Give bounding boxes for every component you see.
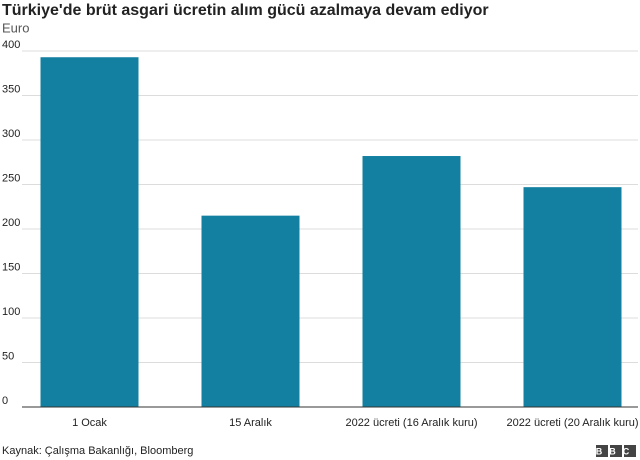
bar [362,156,461,407]
y-tick-label: 0 [2,395,8,407]
chart-subtitle: Euro [2,20,29,35]
y-tick-label: 350 [2,83,20,95]
logo-text: BBC [596,446,637,456]
y-tick-label: 200 [2,217,20,229]
bar [201,215,300,407]
y-tick-label: 50 [2,350,14,362]
bar [40,57,139,407]
y-tick-label: 150 [2,261,20,273]
x-tick-label: 1 Ocak [72,417,107,429]
y-tick-label: 250 [2,172,20,184]
y-tick-label: 300 [2,128,20,140]
x-tick-label: 15 Aralık [229,417,272,429]
bar [523,187,622,407]
x-tick-label: 2022 ücreti (16 Aralık kuru) [345,417,477,429]
y-tick-label: 100 [2,306,20,318]
y-tick-label: 400 [2,39,20,51]
x-tick-label: 2022 ücreti (20 Aralık kuru) [506,417,638,429]
source: Kaynak: Çalışma Bakanlığı, Bloomberg [2,445,193,457]
chart-title: Türkiye'de brüt asgari ücretin alım gücü… [2,2,489,19]
logo: BBC [596,445,637,457]
